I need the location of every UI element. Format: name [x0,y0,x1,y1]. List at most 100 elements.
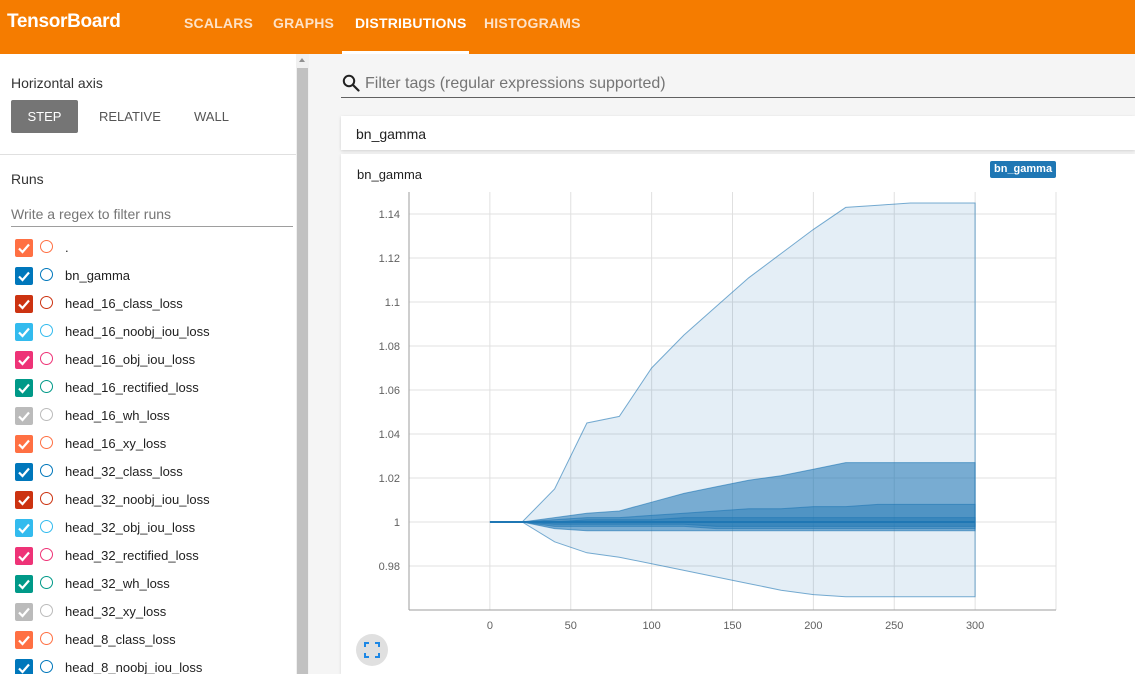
run-color-radio[interactable] [40,240,53,253]
run-color-radio[interactable] [40,660,53,673]
run-item[interactable]: head_16_noobj_iou_loss [15,321,295,341]
run-color-radio[interactable] [40,632,53,645]
run-item[interactable]: bn_gamma [15,265,295,285]
run-color-radio[interactable] [40,436,53,449]
run-color-radio[interactable] [40,548,53,561]
x-tick-label: 100 [642,620,660,632]
tag-group-title: bn_gamma [356,126,427,142]
run-name: head_32_obj_iou_loss [65,520,196,535]
run-checkbox[interactable] [15,631,33,649]
run-checkbox[interactable] [15,547,33,565]
tab-scalars[interactable]: SCALARS [184,15,254,31]
run-checkbox[interactable] [15,295,33,313]
tab-graphs[interactable]: GRAPHS [273,15,335,31]
run-item[interactable]: head_32_xy_loss [15,601,295,621]
tab-distributions[interactable]: DISTRIBUTIONS [355,15,467,31]
run-color-radio[interactable] [40,296,53,309]
run-color-radio[interactable] [40,268,53,281]
run-item[interactable]: head_32_obj_iou_loss [15,517,295,537]
run-color-radio[interactable] [40,576,53,589]
run-checkbox[interactable] [15,575,33,593]
y-tick-label: 0.98 [379,561,400,573]
run-checkbox[interactable] [15,323,33,341]
run-item[interactable]: head_8_class_loss [15,629,295,649]
checkmark-icon [18,495,30,506]
axis-wall-button[interactable]: WALL [194,109,229,124]
run-color-radio[interactable] [40,604,53,617]
run-checkbox[interactable] [15,239,33,257]
run-name: head_32_noobj_iou_loss [65,492,210,507]
app-brand: TensorBoard [7,11,121,32]
scroll-up-arrow-icon[interactable] [299,58,305,62]
sidebar-scrollbar[interactable] [296,54,309,674]
run-color-radio[interactable] [40,464,53,477]
y-tick-label: 1.06 [379,385,400,397]
checkmark-icon [18,663,30,674]
x-tick-label: 250 [885,620,903,632]
expand-chart-button[interactable] [356,634,388,666]
run-checkbox[interactable] [15,407,33,425]
run-name: head_16_xy_loss [65,436,167,451]
horizontal-axis-label: Horizontal axis [11,75,103,91]
run-item[interactable]: head_16_xy_loss [15,433,295,453]
run-item[interactable]: head_8_noobj_iou_loss [15,657,295,674]
run-name: head_32_rectified_loss [65,548,199,563]
run-color-radio[interactable] [40,408,53,421]
run-color-radio[interactable] [40,324,53,337]
run-name: head_8_noobj_iou_loss [65,660,203,674]
run-checkbox[interactable] [15,435,33,453]
runs-label: Runs [11,171,44,187]
run-item[interactable]: head_32_class_loss [15,461,295,481]
run-item[interactable]: head_16_wh_loss [15,405,295,425]
main-content: bn_gamma 0 50 100 150 200 250 300 0.98 1 1.02 1.04… [309,54,1135,674]
run-item[interactable]: head_32_noobj_iou_loss [15,489,295,509]
checkmark-icon [18,579,30,590]
run-item[interactable]: head_16_obj_iou_loss [15,349,295,369]
run-checkbox[interactable] [15,659,33,674]
checkmark-icon [18,299,30,310]
run-item[interactable]: head_32_wh_loss [15,573,295,593]
run-checkbox[interactable] [15,379,33,397]
checkmark-icon [18,523,30,534]
distribution-chart[interactable]: 0 50 100 150 200 250 300 0.98 1 1.02 1.04 1.06 1.08 1… [341,154,1135,674]
sidebar: Horizontal axis STEP RELATIVE WALL Runs … [0,54,296,674]
run-color-radio[interactable] [40,352,53,365]
run-checkbox[interactable] [15,463,33,481]
run-item[interactable]: head_16_class_loss [15,293,295,313]
checkmark-icon [18,355,30,366]
run-checkbox[interactable] [15,603,33,621]
run-name: head_16_rectified_loss [65,380,199,395]
x-tick-label: 300 [966,620,984,632]
run-checkbox[interactable] [15,351,33,369]
run-item[interactable]: head_16_rectified_loss [15,377,295,397]
search-icon [342,74,360,92]
run-name: head_16_class_loss [65,296,183,311]
run-name: head_32_wh_loss [65,576,170,591]
tag-filter-input[interactable] [365,72,1135,96]
tag-group-header[interactable]: bn_gamma [341,116,1135,150]
y-tick-label: 1 [394,517,400,529]
run-item[interactable]: head_32_rectified_loss [15,545,295,565]
run-name: . [65,240,69,255]
run-color-radio[interactable] [40,380,53,393]
run-color-radio[interactable] [40,520,53,533]
run-item[interactable]: . [15,237,295,257]
runs-filter-input[interactable] [11,202,293,227]
run-checkbox[interactable] [15,491,33,509]
run-name: head_16_noobj_iou_loss [65,324,210,339]
axis-step-button[interactable]: STEP [11,100,78,133]
run-checkbox[interactable] [15,519,33,537]
fullscreen-icon [364,642,380,658]
checkmark-icon [18,607,30,618]
axis-relative-button[interactable]: RELATIVE [99,109,161,124]
run-name: head_32_class_loss [65,464,183,479]
y-tick-label: 1.04 [379,429,400,441]
checkmark-icon [18,411,30,422]
run-color-radio[interactable] [40,492,53,505]
tab-histograms[interactable]: HISTOGRAMS [484,15,581,31]
y-tick-label: 1.02 [379,473,400,485]
run-checkbox[interactable] [15,267,33,285]
chart-title: bn_gamma [357,167,423,182]
scrollbar-thumb[interactable] [297,68,308,674]
checkmark-icon [18,467,30,478]
